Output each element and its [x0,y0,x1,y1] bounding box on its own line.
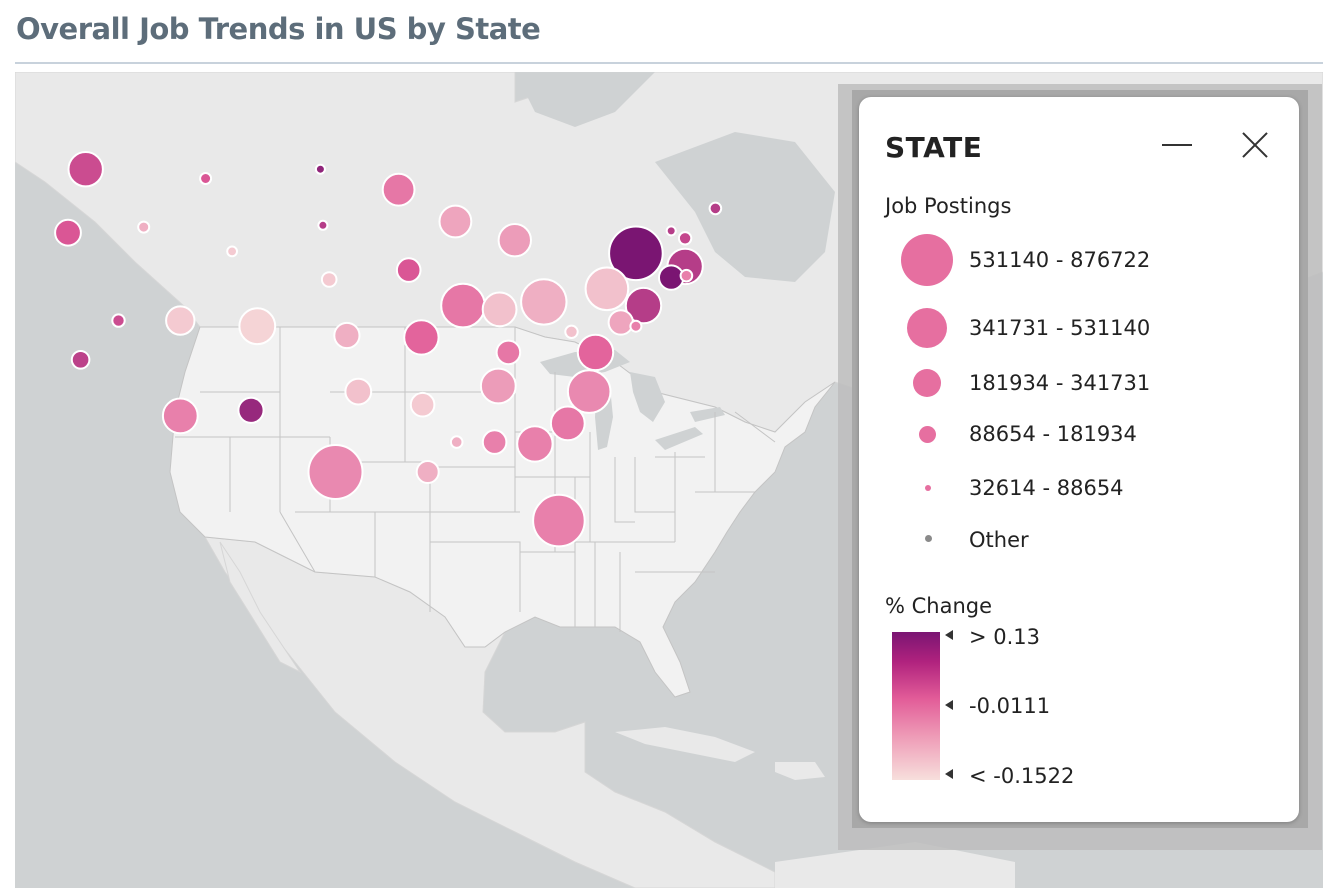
cuba [615,727,755,762]
state-bubble[interactable] [449,435,464,449]
state-bubble[interactable] [226,245,239,258]
size-range-label: 181934 - 341731 [969,371,1151,395]
baja-peninsula [219,541,302,674]
legend-panel: STATE Job Postings 531140 - 876722 34173… [859,97,1299,822]
state-bubble[interactable] [199,172,213,185]
bubble-layer [54,151,723,548]
state-bubble[interactable] [624,286,663,325]
color-tick-label: -0.0111 [969,694,1051,718]
size-legend-item: Other [859,521,1299,561]
lake-huron [630,372,665,422]
lake-ontario [690,407,725,422]
size-range-label: Other [969,528,1029,552]
state-bubble[interactable] [320,271,338,288]
size-swatch-other [925,535,932,542]
state-bubble[interactable] [708,201,723,216]
size-swatch [907,308,947,348]
tick-marker [945,700,953,710]
state-bubble[interactable] [584,266,630,312]
state-bubble[interactable] [532,493,586,548]
state-bubble[interactable] [438,204,473,239]
state-bubble[interactable] [549,405,586,442]
size-legend-item: 88654 - 181934 [859,415,1299,455]
size-swatch [901,234,953,286]
lake-erie [655,427,703,450]
state-bubble[interactable] [440,282,486,329]
size-range-label: 32614 - 88654 [969,476,1124,500]
state-bubble[interactable] [520,278,568,326]
state-bubble[interactable] [607,309,634,336]
size-range-label: 88654 - 181934 [969,422,1137,446]
tick-marker [945,630,953,640]
state-bubble[interactable] [665,225,677,237]
state-bubble[interactable] [497,223,532,258]
state-bubble[interactable] [165,305,196,336]
state-bubble[interactable] [381,172,416,207]
size-legend-item: 181934 - 341731 [859,363,1299,403]
color-tick-label: < -0.1522 [969,764,1075,788]
color-tick-label: > 0.13 [969,625,1041,649]
state-bubble[interactable] [111,313,126,328]
state-bubble[interactable] [54,218,82,247]
size-legend-item: 341731 - 531140 [859,308,1299,348]
state-bubble[interactable] [576,333,615,372]
state-bubble[interactable] [481,291,518,328]
state-bubble[interactable] [237,396,265,424]
state-bubble[interactable] [70,350,91,370]
color-legend-label: % Change [885,594,993,618]
state-bubble[interactable] [629,319,643,333]
color-gradient-bar [892,632,940,780]
state-bubble[interactable] [677,231,693,246]
state-bubble[interactable] [495,339,522,366]
close-icon[interactable] [1241,131,1269,159]
hudson-bay [655,132,835,282]
state-bubble[interactable] [307,444,364,500]
state-bubble[interactable] [409,391,436,418]
hispaniola [775,762,825,780]
minimize-icon[interactable] [1159,133,1195,157]
size-swatch [925,485,931,491]
size-range-label: 531140 - 876722 [969,248,1151,272]
state-bubble[interactable] [679,268,694,283]
size-legend-item: 531140 - 876722 [859,234,1299,286]
legend-title: STATE [885,131,983,164]
state-bubble[interactable] [333,321,361,350]
state-bubble[interactable] [564,324,579,339]
arctic-water [515,72,655,127]
state-bubble[interactable] [566,369,612,414]
state-bubble[interactable] [608,225,664,282]
tick-marker [945,769,953,779]
state-bubble[interactable] [161,397,199,435]
state-bubble[interactable] [238,307,277,346]
size-swatch [919,426,936,443]
state-bubble[interactable] [479,367,517,405]
state-bubble[interactable] [67,151,104,188]
state-bubble[interactable] [317,219,329,231]
size-legend-item: 32614 - 88654 [859,469,1299,509]
page-title: Overall Job Trends in US by State [16,12,541,46]
title-divider [15,62,1323,64]
state-bubble[interactable] [314,163,326,175]
state-bubble[interactable] [658,264,685,291]
state-bubble[interactable] [344,377,373,406]
south-america [775,842,1015,888]
state-bubble[interactable] [403,319,440,356]
state-bubble[interactable] [516,425,554,463]
state-bubble[interactable] [395,257,422,283]
state-bubble[interactable] [415,460,440,484]
size-range-label: 341731 - 531140 [969,316,1151,340]
state-bubble[interactable] [137,220,151,234]
size-legend-label: Job Postings [885,194,1012,218]
size-swatch [913,369,941,397]
state-bubble[interactable] [481,429,508,455]
